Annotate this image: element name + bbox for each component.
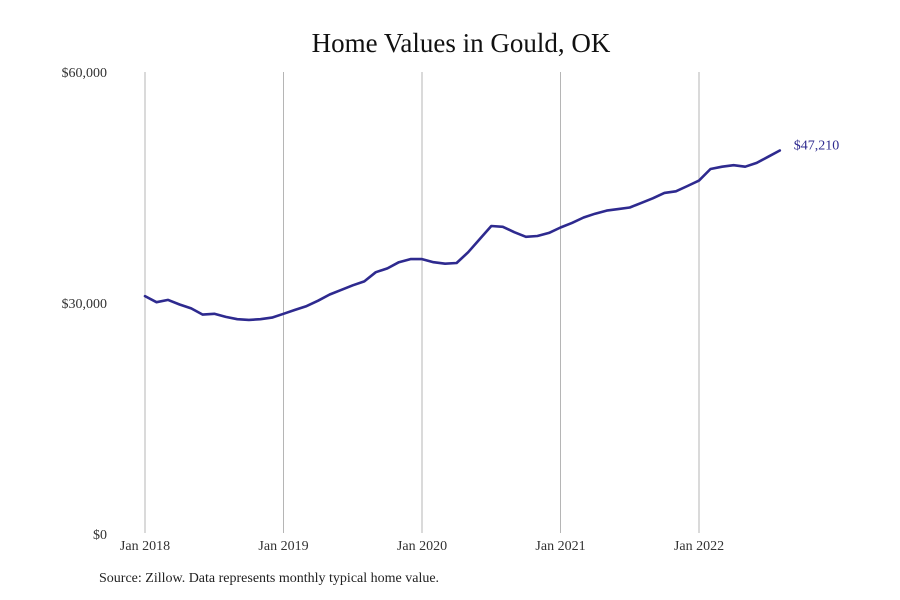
x-tick-label: Jan 2021	[535, 539, 585, 554]
series-line-0	[143, 149, 782, 322]
source-note: Source: Zillow. Data represents monthly …	[99, 571, 440, 586]
x-tick-label: Jan 2018	[120, 539, 170, 554]
y-axis: $0 $30,000 $60,000	[62, 66, 108, 543]
chart-title: Home Values in Gould, OK	[312, 28, 611, 58]
x-tick-label: Jan 2020	[397, 539, 447, 554]
y-tick-label: $60,000	[62, 66, 108, 81]
end-value-label: $47,210	[794, 139, 840, 154]
x-axis: Jan 2018 Jan 2019 Jan 2020 Jan 2021 Jan 2022	[120, 539, 724, 554]
x-tick-label: Jan 2022	[674, 539, 724, 554]
series-layer: $47,210	[143, 139, 840, 322]
grid-lines	[144, 72, 700, 533]
y-tick-label: $30,000	[62, 297, 108, 312]
y-tick-label: $0	[93, 528, 107, 543]
x-tick-label: Jan 2019	[258, 539, 308, 554]
